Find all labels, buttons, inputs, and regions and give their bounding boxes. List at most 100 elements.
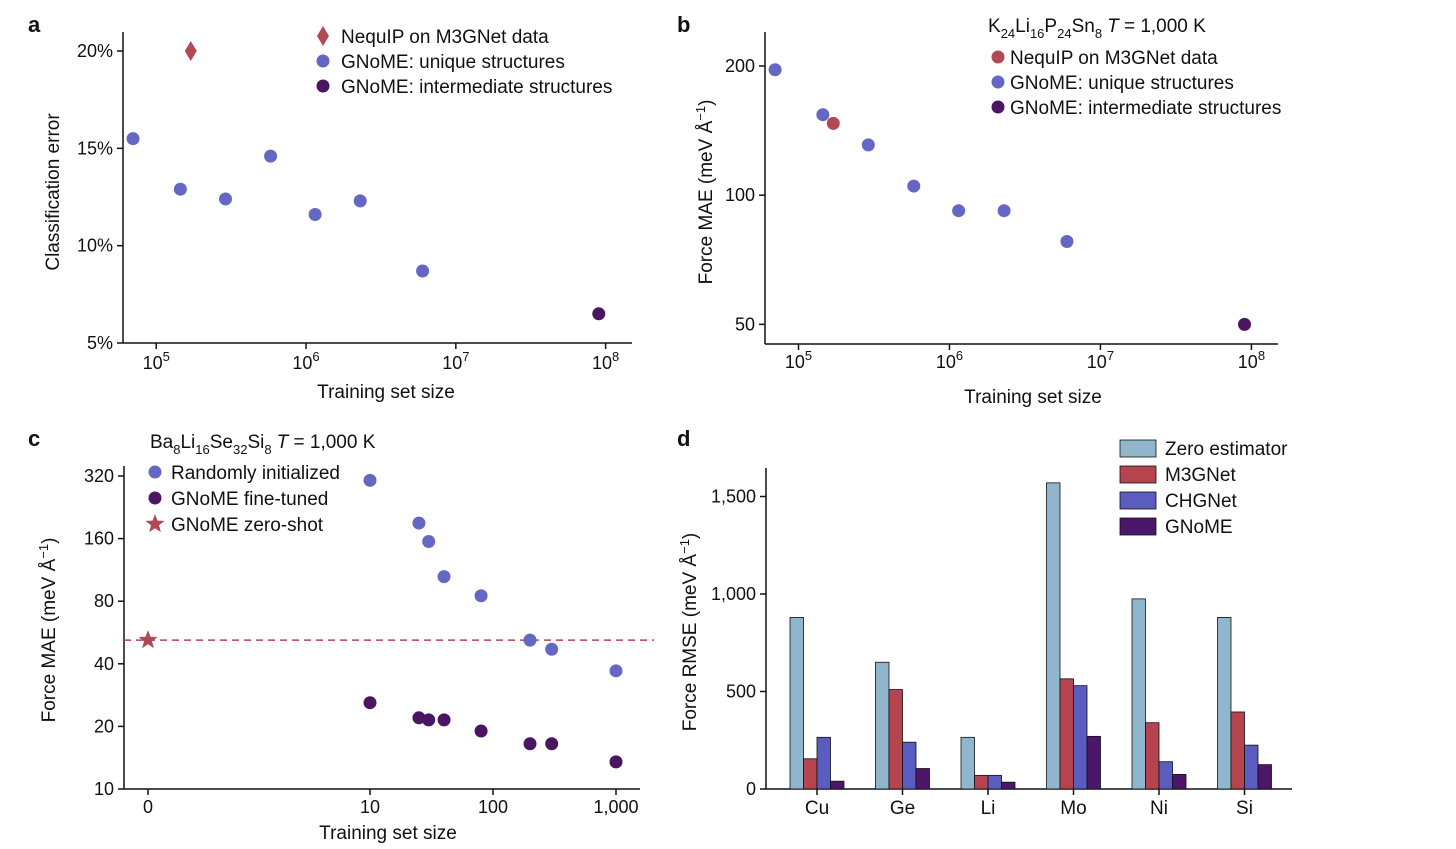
panel-a-legend-marker-2	[316, 79, 330, 93]
panel-a-points	[126, 41, 606, 321]
panel-d-legend-swatch-3	[1119, 517, 1157, 536]
panel-a-x-label: Training set size	[317, 382, 455, 403]
panel-d-y-tick-label-2: 1,000	[711, 584, 756, 604]
panel-d-bar-cu-m3gnet	[803, 758, 818, 790]
panel-b-y-ticks: 50 100 200	[725, 56, 765, 334]
panel-d-legend-label-0: Zero estimator	[1165, 439, 1288, 460]
panel-c-y-tick-label-4: 160	[84, 529, 114, 549]
panel-d-bar-ni-zero-estimator	[1131, 598, 1146, 790]
panel-d-x-tick-label-4: Ni	[1150, 798, 1168, 819]
panel-b-points	[768, 63, 1252, 331]
panel-b-x-tick-label-1: 106	[936, 348, 963, 372]
panel-d-x-tick-label-2: Li	[981, 798, 996, 819]
panel-a: a 5% 10% 15% 20% 105 106 107 108 Training set …	[28, 12, 632, 403]
panel-d-legend: Zero estimator M3GNet CHGNet GNoME	[1119, 439, 1288, 538]
panel-c-point-s1-5	[523, 737, 537, 751]
panel-d-legend-label-1: M3GNet	[1165, 465, 1236, 486]
panel-c-point-s0-2	[422, 534, 436, 548]
panel-d-bars	[789, 482, 1272, 790]
panel-b-point-s0-5	[997, 204, 1011, 218]
panel-b-legend-label-1: GNoME: unique structures	[1010, 73, 1234, 94]
panel-a-point-s2-0	[592, 307, 606, 321]
panel-a-point-s1-0	[126, 132, 140, 146]
panel-c-x-tick-label-2: 1,000	[593, 797, 638, 817]
panel-d-bar-si-gnome	[1257, 764, 1272, 790]
panel-b-y-label: Force MAE (meV Å−1)	[693, 100, 717, 285]
panel-d-bar-mo-gnome	[1086, 735, 1101, 790]
panel-c-point-s0-0	[363, 473, 377, 487]
panel-d-legend-swatch-2	[1119, 491, 1157, 510]
panel-d-x-tick-label-1: Ge	[890, 798, 915, 819]
panel-c-point-s0-4	[474, 589, 488, 603]
panel-a-x-ticks: 105 106 107 108	[143, 343, 619, 373]
panel-b-legend-label-0: NequIP on M3GNet data	[1010, 48, 1218, 69]
panel-b-legend-marker-1	[991, 75, 1005, 89]
panel-d-bar-cu-zero-estimator	[789, 617, 804, 790]
panel-d-bar-li-zero-estimator	[960, 736, 975, 790]
panel-b-legend-marker-0	[991, 50, 1005, 64]
panel-b-legend-label-2: GNoME: intermediate structures	[1010, 98, 1281, 119]
panel-d-legend-label-3: GNoME	[1165, 517, 1233, 538]
panel-d-y-tick-label-1: 500	[726, 682, 756, 702]
panel-b-point-s0-4	[952, 204, 966, 218]
panel-b-x-tick-label-0: 105	[785, 348, 812, 372]
panel-b-y-tick-label-2: 200	[725, 56, 755, 76]
panel-c-y-tick-label-2: 40	[94, 654, 114, 674]
panel-c-legend-marker-0	[148, 465, 162, 479]
panel-d-y-tick-label-3: 1,500	[711, 487, 756, 507]
panel-c-x-tick-label-zero: 0	[143, 797, 153, 817]
panel-a-y-tick-label-3: 20%	[77, 41, 113, 61]
panel-b-x-ticks: 105 106 107 108	[785, 344, 1265, 372]
panel-d-bar-ni-chgnet	[1158, 761, 1173, 790]
panel-c-y-label: Force MAE (meV Å−1)	[36, 538, 60, 723]
panel-a-x-tick-label-1: 106	[292, 349, 319, 373]
panel-b-legend-marker-2	[991, 100, 1005, 114]
panel-c-points	[138, 473, 623, 769]
panel-b-x-label: Training set size	[964, 387, 1102, 408]
panel-a-point-s1-3	[264, 149, 278, 163]
panel-c-point-s1-4	[474, 724, 488, 738]
panel-c-legend-marker-1	[148, 491, 162, 505]
panel-c-point-s1-2	[422, 713, 436, 727]
panel-a-point-s1-4	[308, 208, 322, 222]
panel-d-bar-mo-zero-estimator	[1046, 482, 1061, 790]
panel-b-point-s0-0	[768, 63, 782, 77]
panel-c-point-s0-7	[609, 664, 623, 678]
panel-c-y-tick-label-3: 80	[94, 591, 114, 611]
panel-c-point-s0-1	[412, 516, 426, 530]
panel-c-point-s0-6	[545, 642, 559, 656]
panel-a-point-s1-1	[173, 182, 187, 196]
panel-a-legend-label-0: NequIP on M3GNet data	[341, 27, 549, 48]
panel-d-legend-swatch-0	[1119, 439, 1157, 458]
panel-a-point-s1-6	[416, 264, 430, 278]
panel-b-point-s0-6	[1060, 234, 1074, 248]
panel-d-bar-ge-zero-estimator	[875, 661, 890, 790]
panel-a-y-label: Classification error	[43, 113, 64, 271]
panel-a-y-tick-label-2: 15%	[77, 138, 113, 158]
panel-d-bar-li-gnome	[1001, 781, 1016, 790]
panel-d-legend-swatch-1	[1119, 465, 1157, 484]
panel-b: b 50 100 200 105 106 107 108 Training set siz…	[677, 12, 1281, 408]
panel-c-point-s1-0	[363, 696, 377, 710]
panel-b-point-s0-2	[861, 138, 875, 152]
panel-d-bar-ge-chgnet	[902, 741, 917, 790]
panel-b-point-s1-0	[826, 116, 840, 130]
panel-c-x-ticks: 0 10 100 1,000	[143, 789, 639, 817]
panel-c: c 10 20 40 80 160 320 0 10 100 1,000 Training se…	[28, 426, 654, 844]
panel-b-x-tick-label-3: 108	[1238, 348, 1265, 372]
panel-d-y-label: Force RMSE (meV Å−1)	[677, 533, 701, 732]
panel-d-bar-ge-m3gnet	[888, 689, 903, 790]
panel-d-bar-cu-chgnet	[816, 736, 831, 790]
panel-c-x-tick-label-1: 100	[478, 797, 508, 817]
panel-a-point-s1-5	[353, 194, 367, 208]
panel-d-letter: d	[677, 426, 690, 451]
panel-b-y-tick-label-1: 100	[725, 185, 755, 205]
panel-a-x-tick-label-0: 105	[143, 349, 170, 373]
panel-b-legend: NequIP on M3GNet data GNoME: unique struc…	[991, 48, 1281, 119]
panel-d-bar-si-zero-estimator	[1217, 617, 1232, 790]
panel-b-title: K24Li16P24Sn8 T = 1,000 K	[988, 16, 1206, 41]
panel-b-point-s0-3	[907, 179, 921, 193]
panel-a-legend: NequIP on M3GNet data GNoME: unique struc…	[316, 26, 612, 98]
panel-a-legend-marker-1	[316, 54, 330, 68]
